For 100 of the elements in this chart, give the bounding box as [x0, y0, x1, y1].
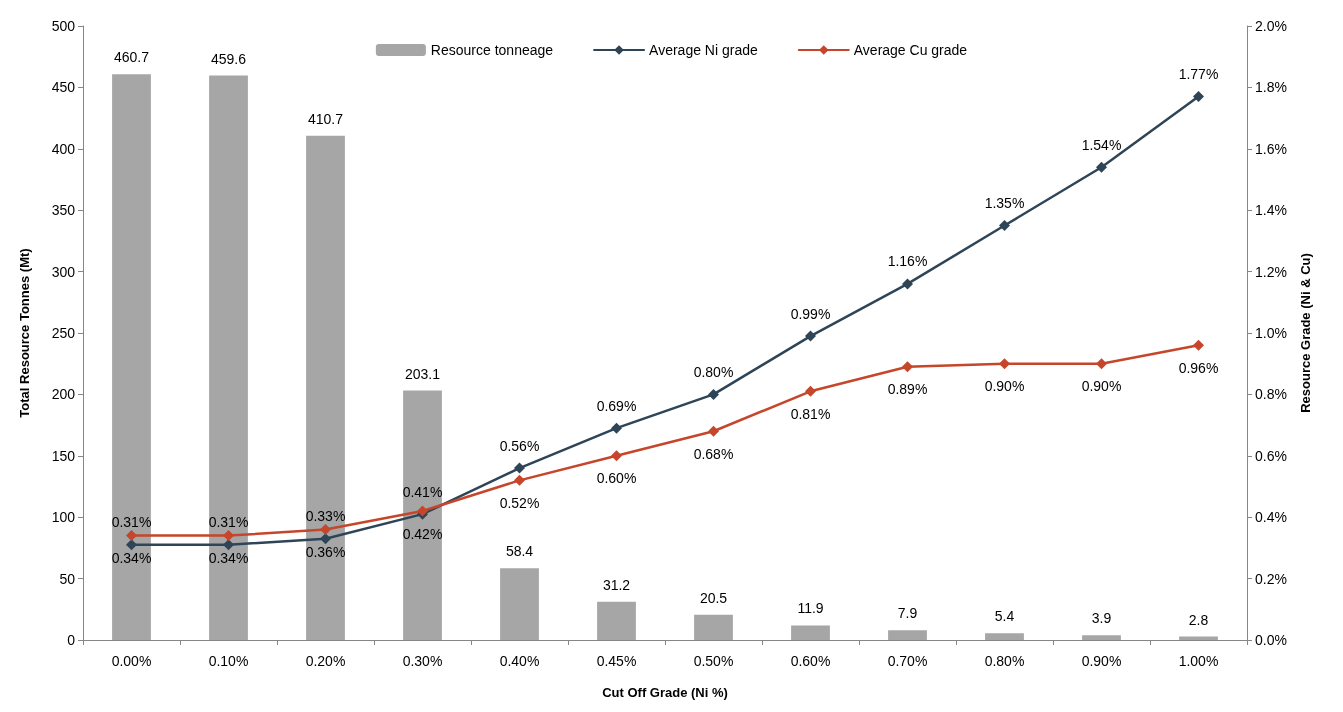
bar	[306, 135, 345, 640]
y2-tick-label: 0.6%	[1255, 447, 1287, 464]
point	[1193, 91, 1204, 103]
data-label: 2.8	[1188, 611, 1209, 628]
x-tick-label: 0.20%	[305, 653, 346, 669]
data-label: 0.41%	[402, 483, 443, 500]
data-label: 460.7	[113, 49, 150, 66]
point	[805, 330, 816, 342]
point	[611, 422, 622, 434]
x-tick-label: 0.90%	[1081, 653, 1122, 669]
data-label: 0.99%	[790, 305, 831, 322]
data-label: 58.4	[505, 543, 534, 560]
data-label: 410.7	[307, 110, 344, 127]
x-tick-label: 0.10%	[208, 653, 249, 669]
data-label: 0.33%	[305, 508, 346, 525]
y2-tick-label: 0.8%	[1255, 386, 1287, 403]
point	[611, 450, 622, 462]
legend-label: Average Ni grade	[649, 42, 758, 58]
data-label: 0.34%	[111, 550, 152, 567]
data-label: 0.31%	[208, 514, 249, 531]
data-label: 0.31%	[111, 514, 152, 531]
point	[1193, 339, 1204, 351]
x-tick-label: 0.80%	[984, 653, 1025, 669]
legend-label: Average Cu grade	[853, 42, 968, 58]
data-label: 0.89%	[887, 381, 928, 398]
y-tick-label: 300	[51, 263, 76, 280]
data-label: 0.42%	[402, 525, 443, 542]
point	[223, 539, 234, 551]
point	[514, 462, 525, 474]
data-label: 0.80%	[693, 363, 734, 380]
x-tick-label: 0.40%	[499, 653, 540, 669]
bar	[985, 633, 1024, 640]
y-tick-label: 100	[51, 509, 76, 526]
data-label: 3.9	[1091, 610, 1112, 627]
data-label: 459.6	[210, 50, 247, 67]
y2-tick-label: 1.2%	[1255, 263, 1287, 280]
y2-tick-label: 1.0%	[1255, 325, 1287, 341]
bar	[791, 625, 830, 640]
data-label: 1.54%	[1081, 136, 1122, 153]
x-tick-label: 0.30%	[402, 653, 443, 669]
y-tick-label: 0	[67, 632, 76, 648]
legend-label: Resource tonneage	[430, 42, 554, 58]
data-label: 0.90%	[1081, 378, 1122, 395]
point	[999, 220, 1010, 232]
point	[708, 425, 719, 437]
y-tick-label: 450	[51, 79, 76, 96]
x-tick-label: 0.60%	[790, 653, 831, 669]
data-label: 7.9	[897, 605, 918, 622]
data-label: 203.1	[404, 365, 441, 382]
x-tick-label: 0.00%	[111, 653, 152, 669]
data-label: 0.34%	[208, 550, 249, 567]
bar	[694, 614, 733, 640]
point	[126, 530, 137, 542]
y-tick-label: 500	[51, 18, 76, 34]
point	[126, 539, 137, 551]
point	[1096, 161, 1107, 173]
y-axis-title: Total Resource Tonnes (Mt)	[17, 248, 32, 418]
y-tick-label: 50	[59, 570, 76, 587]
y2-tick-label: 1.4%	[1255, 202, 1287, 219]
point	[902, 361, 913, 373]
bar	[500, 568, 539, 640]
y-tick-label: 150	[51, 447, 76, 464]
y2-tick-label: 0.4%	[1255, 509, 1287, 526]
data-label: 0.96%	[1178, 359, 1219, 376]
data-label: 5.4	[994, 608, 1015, 625]
bar	[403, 390, 442, 640]
data-label: 0.90%	[984, 378, 1025, 395]
x-axis-title: Cut Off Grade (Ni %)	[602, 685, 728, 700]
point	[1096, 358, 1107, 370]
y2-tick-label: 1.6%	[1255, 140, 1287, 157]
y2-tick-label: 0.0%	[1255, 632, 1287, 648]
data-label: 0.69%	[596, 397, 637, 414]
y-tick-label: 350	[51, 202, 76, 219]
bar	[597, 601, 636, 640]
y2-tick-label: 1.8%	[1255, 79, 1287, 96]
bar	[112, 74, 151, 640]
y-tick-label: 250	[51, 325, 76, 341]
data-label: 1.16%	[887, 253, 928, 270]
point	[805, 385, 816, 397]
y-tick-label: 400	[51, 140, 76, 157]
y-tick-label: 200	[51, 386, 76, 403]
y2-tick-label: 0.2%	[1255, 570, 1287, 587]
point	[999, 358, 1010, 370]
data-label: 31.2	[602, 576, 631, 593]
data-label: 0.52%	[499, 494, 540, 511]
x-tick-label: 0.50%	[693, 653, 734, 669]
point	[320, 533, 331, 545]
bar	[888, 630, 927, 640]
data-label: 0.68%	[693, 445, 734, 462]
data-label: 0.60%	[596, 470, 637, 487]
data-label: 0.56%	[499, 437, 540, 454]
data-label: 1.35%	[984, 195, 1025, 212]
point	[708, 388, 719, 400]
point	[223, 530, 234, 542]
y2-tick-label: 2.0%	[1255, 18, 1287, 34]
point	[514, 474, 525, 486]
point	[320, 523, 331, 535]
bar	[1082, 635, 1121, 640]
bar	[209, 75, 248, 640]
data-label: 20.5	[699, 589, 728, 606]
